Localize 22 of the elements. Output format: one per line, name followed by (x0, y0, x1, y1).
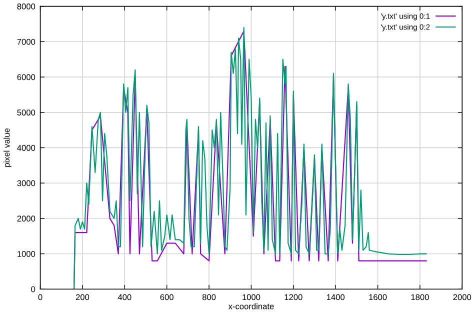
x-tick-label: 0 (38, 294, 42, 300)
y-tick-label: 5000 (17, 110, 36, 116)
x-tick-label: 1800 (411, 294, 429, 300)
y-tick-label: 3000 (17, 180, 36, 186)
x-tick-label: 1200 (284, 294, 302, 300)
x-tick-label: 200 (76, 294, 90, 300)
y-tick-label: 0 (31, 286, 36, 292)
x-tick-label: 1400 (326, 294, 345, 300)
x-tick-label: 1000 (242, 294, 260, 300)
x-tick-label: 800 (202, 294, 216, 300)
x-axis-title: x-coordinate (228, 303, 274, 310)
y-tick-label: 4000 (17, 144, 36, 151)
x-tick-label: 400 (118, 294, 132, 300)
x-tick-label: 2000 (453, 294, 472, 300)
x-tick-label: 1600 (369, 294, 387, 300)
y-tick-label: 1000 (18, 250, 36, 257)
y-axis-title: pixel value (4, 128, 12, 167)
y-tick-label: 7000 (17, 38, 36, 45)
y-tick-label: 2000 (17, 216, 36, 222)
y-tick-label: 6000 (17, 74, 36, 80)
y-tick-label: 8000 (17, 4, 36, 10)
x-tick-label: 600 (160, 294, 174, 300)
